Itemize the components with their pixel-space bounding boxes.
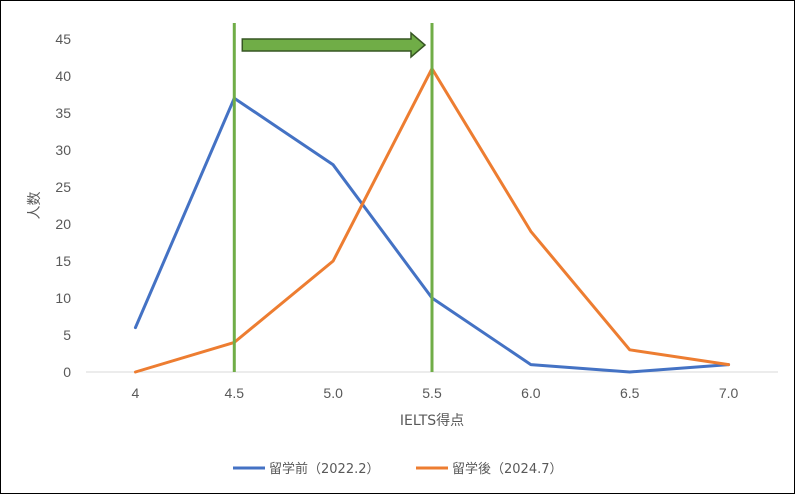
x-tick-label: 6.0 <box>521 385 541 401</box>
shift-arrow <box>241 31 427 59</box>
y-tick-label: 10 <box>55 290 71 306</box>
x-axis-title: IELTS得点 <box>400 412 464 429</box>
x-tick-label: 7.0 <box>719 385 739 401</box>
y-tick-label: 0 <box>63 364 71 380</box>
y-tick-label: 25 <box>55 179 71 195</box>
x-tick-label: 6.5 <box>620 385 640 401</box>
x-tick-label: 5.5 <box>422 385 442 401</box>
y-tick-label: 20 <box>55 216 71 232</box>
annotations <box>232 23 434 372</box>
y-tick-label: 5 <box>63 327 71 343</box>
y-tick-label: 40 <box>55 68 71 84</box>
legend-label: 留学前（2022.2） <box>269 461 380 477</box>
y-tick-label: 15 <box>55 253 71 269</box>
y-tick-label: 30 <box>55 142 71 158</box>
y-axis-ticks: 0 5 10 15 20 25 30 35 40 45 <box>55 31 71 380</box>
y-tick-label: 35 <box>55 105 71 121</box>
x-axis-ticks: 4 4.5 5.0 5.5 6.0 6.5 7.0 <box>132 385 739 401</box>
y-axis-title: 人数 <box>27 192 43 220</box>
x-tick-label: 5.0 <box>323 385 343 401</box>
legend: 留学前（2022.2） 留学後（2024.7） <box>233 461 563 477</box>
legend-label: 留学後（2024.7） <box>452 461 563 477</box>
x-tick-label: 4.5 <box>225 385 245 401</box>
y-tick-label: 45 <box>55 31 71 47</box>
x-tick-label: 4 <box>132 385 140 401</box>
